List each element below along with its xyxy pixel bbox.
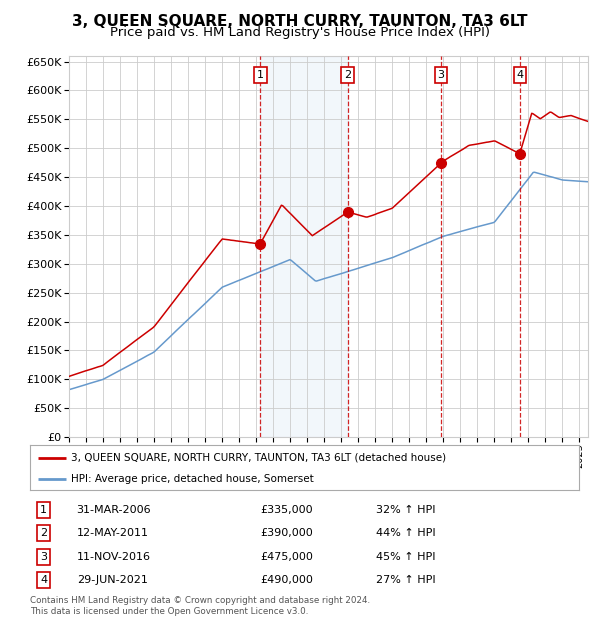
Text: 45% ↑ HPI: 45% ↑ HPI bbox=[376, 552, 436, 562]
Bar bbox=[260, 56, 347, 437]
Text: 32% ↑ HPI: 32% ↑ HPI bbox=[376, 505, 436, 515]
Text: 27% ↑ HPI: 27% ↑ HPI bbox=[376, 575, 436, 585]
Text: £390,000: £390,000 bbox=[260, 528, 313, 538]
Text: 3, QUEEN SQUARE, NORTH CURRY, TAUNTON, TA3 6LT: 3, QUEEN SQUARE, NORTH CURRY, TAUNTON, T… bbox=[72, 14, 528, 29]
Text: Price paid vs. HM Land Registry's House Price Index (HPI): Price paid vs. HM Land Registry's House … bbox=[110, 26, 490, 39]
Text: 44% ↑ HPI: 44% ↑ HPI bbox=[376, 528, 436, 538]
Text: 31-MAR-2006: 31-MAR-2006 bbox=[77, 505, 151, 515]
Text: £475,000: £475,000 bbox=[260, 552, 313, 562]
Text: HPI: Average price, detached house, Somerset: HPI: Average price, detached house, Some… bbox=[71, 474, 314, 484]
Text: 12-MAY-2011: 12-MAY-2011 bbox=[77, 528, 149, 538]
Text: 4: 4 bbox=[40, 575, 47, 585]
Text: 2: 2 bbox=[344, 70, 351, 80]
Text: 29-JUN-2021: 29-JUN-2021 bbox=[77, 575, 148, 585]
Text: 4: 4 bbox=[517, 70, 523, 80]
Text: £335,000: £335,000 bbox=[260, 505, 313, 515]
Text: Contains HM Land Registry data © Crown copyright and database right 2024.
This d: Contains HM Land Registry data © Crown c… bbox=[30, 596, 370, 616]
Text: 1: 1 bbox=[40, 505, 47, 515]
Text: 3: 3 bbox=[40, 552, 47, 562]
Text: 2: 2 bbox=[40, 528, 47, 538]
Text: £490,000: £490,000 bbox=[260, 575, 313, 585]
Text: 11-NOV-2016: 11-NOV-2016 bbox=[77, 552, 151, 562]
Text: 3, QUEEN SQUARE, NORTH CURRY, TAUNTON, TA3 6LT (detached house): 3, QUEEN SQUARE, NORTH CURRY, TAUNTON, T… bbox=[71, 453, 446, 463]
Text: 1: 1 bbox=[257, 70, 264, 80]
Text: 3: 3 bbox=[437, 70, 445, 80]
